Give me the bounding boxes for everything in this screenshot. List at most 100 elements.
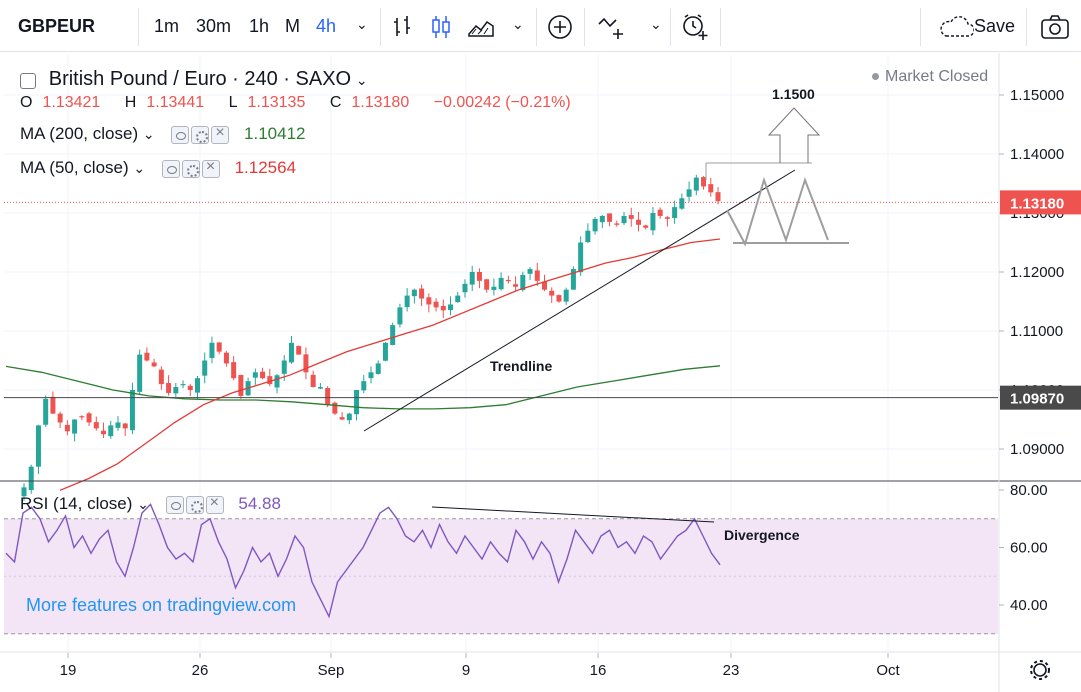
candle-body (599, 215, 605, 223)
timeframe-1m[interactable]: 1m (154, 16, 180, 36)
market-status-dot (872, 73, 879, 81)
rsi-axis-label: 60.00 (1010, 540, 1048, 557)
timeframe-dropdown-chevron-icon[interactable]: ⌄ (356, 16, 368, 32)
candle-body (650, 213, 656, 231)
ma200-label[interactable]: MA (200, close) (20, 124, 139, 143)
candle-body (209, 342, 215, 358)
candle-body (570, 269, 576, 290)
time-axis-label: 26 (192, 662, 209, 679)
timeframe-M[interactable]: M (285, 16, 300, 36)
candle-body (390, 325, 396, 346)
candle-body (115, 422, 121, 428)
candle-body (448, 304, 454, 311)
target-bracket (705, 162, 812, 180)
zigzag-projection (726, 176, 829, 247)
rsi-settings-gear-icon[interactable] (185, 495, 204, 514)
bar-chart-type-icon[interactable] (388, 12, 418, 42)
ma200-settings-gear-icon[interactable] (191, 125, 210, 144)
candle-body (585, 230, 591, 243)
candle-body (513, 284, 519, 287)
candle-body (693, 177, 699, 191)
time-axis-label: 9 (462, 662, 470, 679)
rsi-chevron-icon[interactable]: ⌄ (137, 496, 149, 512)
ma200-remove-close-icon[interactable] (211, 124, 230, 144)
price-chart[interactable]: Trendline 1.1500 Divergence 1.15000 1.14000… (0, 53, 1081, 692)
time-axis-label: 16 (590, 662, 607, 679)
series-dropdown-chevron-icon[interactable]: ⌄ (355, 72, 368, 88)
candle-body (708, 184, 714, 193)
timeframe-1h[interactable]: 1h (249, 16, 270, 36)
ma200-visibility-eye-icon[interactable] (171, 125, 190, 144)
candle-body (607, 213, 613, 222)
candle-body (43, 398, 49, 425)
ma200-value: 1.10412 (244, 124, 306, 143)
candle-body (86, 413, 92, 423)
save-button[interactable] (934, 12, 1018, 42)
candle-body (35, 425, 41, 467)
area-chart-type-icon[interactable] (466, 12, 496, 42)
alert-clock-icon[interactable] (680, 12, 710, 42)
rsi-axis-label: 80.00 (1010, 482, 1048, 499)
candle-body (288, 342, 294, 363)
trendline-label: Trendline (490, 358, 552, 374)
rsi-remove-close-icon[interactable] (205, 494, 224, 514)
ma50-chevron-icon[interactable]: ⌄ (133, 160, 146, 176)
camera-icon[interactable] (1040, 12, 1070, 42)
high-key: H (124, 94, 137, 111)
candle-body (274, 375, 280, 388)
ma50-settings-gear-icon[interactable] (181, 159, 200, 178)
candle-body (310, 374, 316, 388)
candle-body (404, 295, 410, 308)
ohlc-readout: O 1.13421 H 1.13441 L 1.13135 C 1.13180 −0.0… (20, 94, 581, 112)
ma50-remove-close-icon[interactable] (201, 158, 220, 178)
candle-body (542, 281, 547, 290)
toolbar-divider (584, 8, 585, 46)
series-title[interactable]: British Pound / Euro · 240 · SAXO (48, 68, 352, 90)
candle-body (361, 381, 367, 391)
ma50-line (59, 238, 721, 491)
candle-body (614, 223, 620, 225)
candle-body (411, 289, 417, 297)
low-value: 1.13135 (247, 94, 306, 111)
compare-dropdown-chevron-icon[interactable]: ⌄ (650, 16, 662, 32)
rsi-visibility-eye-icon[interactable] (165, 495, 184, 514)
gear-ring (1033, 663, 1047, 677)
ma50-visibility-eye-icon[interactable] (161, 159, 180, 178)
candle-body (195, 378, 200, 393)
candle-body (462, 283, 468, 293)
candle-body (64, 424, 70, 432)
time-axis-label: Oct (876, 662, 900, 679)
open-key: O (20, 94, 33, 111)
timeframe-4h[interactable]: 4h (316, 16, 337, 36)
candle-body (325, 388, 331, 405)
candle-body (101, 430, 107, 435)
compare-symbol-icon[interactable] (596, 12, 626, 42)
tradingview-watermark[interactable]: More features on tradingview.com (26, 595, 297, 615)
candle-body (426, 297, 432, 305)
target-label: 1.1500 (772, 86, 815, 102)
candle-body (72, 419, 78, 434)
chart-type-dropdown-chevron-icon[interactable]: ⌄ (512, 16, 524, 32)
symbol-search-button[interactable]: GBPEUR (18, 16, 96, 36)
rsi-label[interactable]: RSI (14, close) (20, 494, 133, 513)
candle-body (223, 352, 229, 364)
chart-settings-gear-icon[interactable] (1030, 660, 1050, 680)
candle-body (202, 360, 208, 376)
candle-body (527, 269, 533, 274)
candles-chart-type-icon[interactable] (426, 12, 456, 42)
candle-body (79, 416, 85, 418)
target-arrow-up-icon (767, 107, 821, 163)
timeframe-30m[interactable]: 30m (196, 16, 232, 36)
candle-body (158, 369, 164, 385)
ma50-legend-row: MA (50, close) ⌄ 1.12564 (20, 158, 296, 178)
candle-body (679, 198, 685, 209)
indicators-plus-icon[interactable] (545, 12, 575, 42)
cloud-icon (940, 16, 974, 37)
toolbar-divider (920, 8, 921, 46)
ma50-label[interactable]: MA (50, close) (20, 158, 129, 177)
collapse-legend-icon[interactable] (20, 72, 36, 89)
candle-body (231, 362, 237, 379)
toolbar-divider (1026, 8, 1027, 46)
candle-body (108, 425, 114, 437)
ma200-chevron-icon[interactable]: ⌄ (142, 126, 155, 142)
